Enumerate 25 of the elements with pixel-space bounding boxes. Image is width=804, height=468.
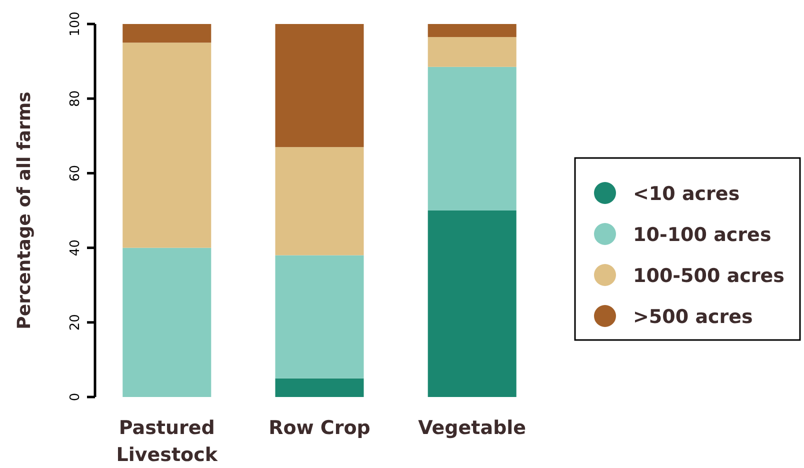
legend-label: <10 acres (633, 183, 740, 205)
bar (428, 210, 516, 397)
bar (122, 248, 212, 397)
bar (275, 255, 364, 378)
bar (122, 42, 212, 248)
y-tick-label: 80 (68, 90, 83, 107)
bar (428, 37, 516, 67)
bar (428, 66, 516, 210)
y-tick-label: 40 (68, 240, 83, 256)
y-axis-title: Percentage of all farms (14, 92, 35, 330)
x-tick-label: Pastured Livestock (116, 417, 218, 466)
x-tick-label: Row Crop (268, 417, 370, 439)
y-tick-label: 60 (68, 164, 83, 182)
bar (122, 24, 212, 43)
legend-label: 100-500 acres (633, 265, 784, 287)
bar (275, 378, 364, 397)
bar (275, 24, 364, 148)
legend-label: 10-100 acres (633, 224, 772, 246)
bar (275, 147, 364, 256)
x-tick-label: Vegetable (418, 417, 526, 439)
bar (428, 24, 516, 38)
legend-label: >500 acres (633, 306, 753, 328)
y-tick-label: 20 (68, 314, 83, 331)
y-tick-label: 100 (68, 12, 83, 36)
y-tick-label: 0 (68, 392, 83, 402)
